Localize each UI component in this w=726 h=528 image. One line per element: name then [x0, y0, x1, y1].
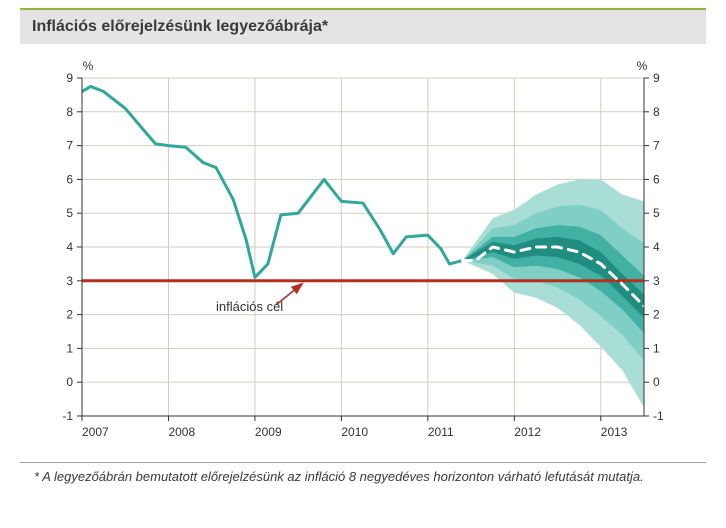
x-tick: 2013: [601, 425, 628, 439]
y-tick-left: 8: [66, 105, 73, 119]
y-tick-right: 5: [653, 206, 660, 220]
chart-container: inflációs cél -1 -1 0 0 1 1 2 2 3 3 4 4 5 5 6 6 7 7 8 8 9 9 200…: [20, 44, 706, 458]
footnote-text: * A legyezőábrán bemutatott előrejelzésü…: [20, 463, 706, 485]
y-tick-right: 9: [653, 71, 660, 85]
y-tick-right: 3: [653, 274, 660, 288]
y-unit-right: %: [637, 59, 648, 73]
x-tick: 2008: [168, 425, 195, 439]
y-tick-left: 0: [66, 375, 73, 389]
y-tick-left: 5: [66, 206, 73, 220]
y-tick-left: 6: [66, 172, 73, 186]
y-tick-left: 7: [66, 139, 73, 153]
y-tick-left: 1: [66, 341, 73, 355]
y-tick-left: 9: [66, 71, 73, 85]
y-tick-right: 0: [653, 375, 660, 389]
y-tick-right: 1: [653, 341, 660, 355]
x-tick: 2011: [428, 425, 454, 439]
target-label: inflációs cél: [216, 299, 283, 314]
y-unit-left: %: [83, 59, 94, 73]
y-tick-right: -1: [653, 409, 664, 423]
x-tick: 2012: [514, 425, 541, 439]
fan-chart: inflációs cél -1 -1 0 0 1 1 2 2 3 3 4 4 5 5 6 6 7 7 8 8 9 9 200…: [20, 50, 706, 456]
chart-title: Inflációs előrejelzésünk legyezőábrája*: [20, 10, 706, 44]
y-tick-right: 7: [653, 139, 660, 153]
page-frame: Inflációs előrejelzésünk legyezőábrája* …: [0, 0, 726, 528]
x-tick: 2010: [341, 425, 368, 439]
x-tick: 2009: [255, 425, 282, 439]
y-tick-left: 2: [66, 308, 73, 322]
x-tick: 2007: [82, 425, 109, 439]
y-tick-left: 4: [66, 240, 73, 254]
y-tick-right: 4: [653, 240, 660, 254]
y-tick-right: 6: [653, 172, 660, 186]
y-tick-right: 8: [653, 105, 660, 119]
y-tick-right: 2: [653, 308, 660, 322]
y-tick-left: 3: [66, 274, 73, 288]
y-tick-left: -1: [62, 409, 73, 423]
